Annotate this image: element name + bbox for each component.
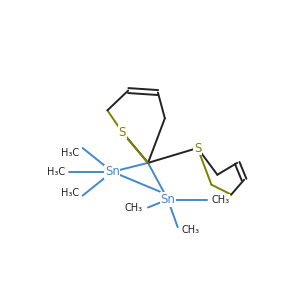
Text: H₃C: H₃C (61, 148, 79, 158)
Text: CH₃: CH₃ (182, 225, 200, 235)
Text: H₃C: H₃C (47, 167, 65, 177)
Text: CH₃: CH₃ (212, 194, 230, 205)
Text: S: S (118, 126, 126, 139)
Text: Sn: Sn (105, 165, 120, 178)
Text: S: S (194, 142, 201, 154)
Text: H₃C: H₃C (61, 188, 79, 198)
Text: Sn: Sn (160, 193, 175, 206)
Text: CH₃: CH₃ (125, 203, 143, 213)
